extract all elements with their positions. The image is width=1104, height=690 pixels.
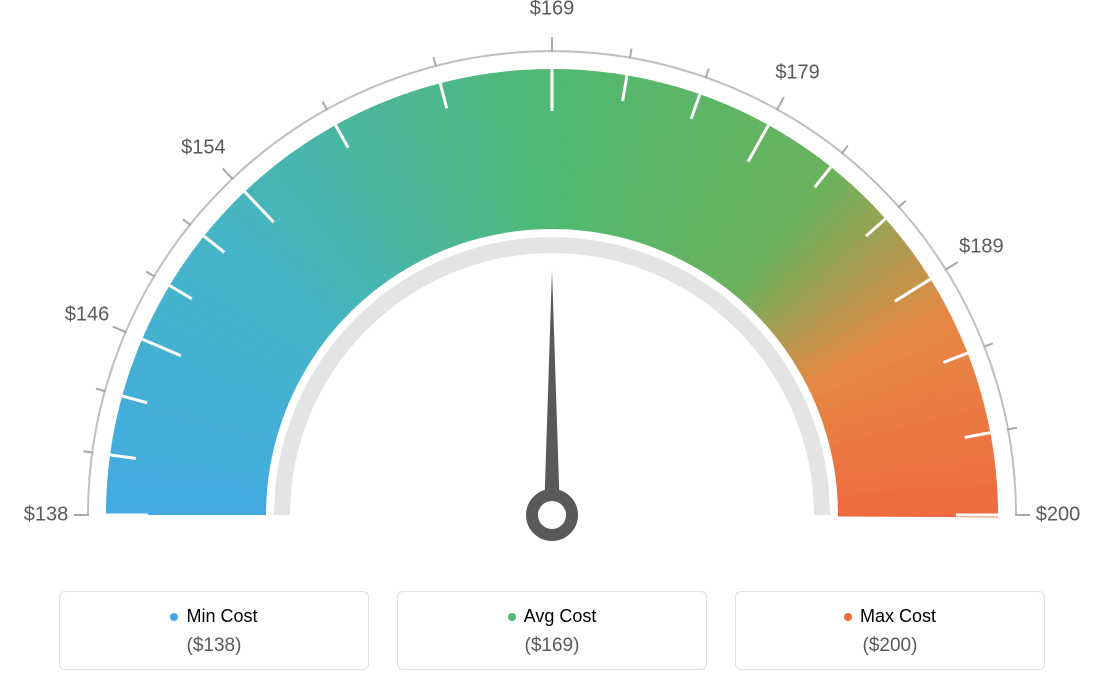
legend-avg-label: Avg Cost xyxy=(524,606,597,627)
legend-min-title: Min Cost xyxy=(170,606,257,627)
tick-label: $189 xyxy=(959,236,1004,259)
legend-min-value: ($138) xyxy=(60,635,368,657)
legend-min: Min Cost ($138) xyxy=(59,591,369,670)
legend-max-value: ($200) xyxy=(736,635,1044,657)
tick-label: $146 xyxy=(65,304,110,327)
gauge-chart: $138 $146 $154 $169 $179 $189 $200 xyxy=(0,0,1104,570)
legend-max: Max Cost ($200) xyxy=(735,591,1045,670)
legend-row: Min Cost ($138) Avg Cost ($169) Max Cost… xyxy=(0,591,1104,670)
tick-label: $138 xyxy=(24,504,69,527)
legend-avg-value: ($169) xyxy=(398,635,706,657)
tick-label: $200 xyxy=(1036,504,1081,527)
tick-label: $179 xyxy=(775,61,820,84)
dot-icon xyxy=(508,613,516,621)
tick-label: $154 xyxy=(181,137,226,160)
dot-icon xyxy=(170,613,178,621)
dot-icon xyxy=(844,613,852,621)
gauge-hub xyxy=(532,495,572,535)
legend-min-label: Min Cost xyxy=(186,606,257,627)
legend-max-title: Max Cost xyxy=(844,606,936,627)
legend-avg-title: Avg Cost xyxy=(508,606,597,627)
legend-max-label: Max Cost xyxy=(860,606,936,627)
legend-avg: Avg Cost ($169) xyxy=(397,591,707,670)
gauge-needle xyxy=(544,270,560,515)
gauge-svg xyxy=(0,0,1104,570)
tick-label: $169 xyxy=(530,0,575,21)
